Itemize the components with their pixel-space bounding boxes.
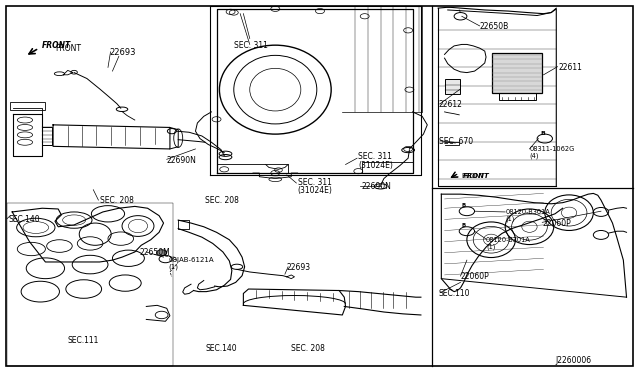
Text: (31024E): (31024E): [358, 161, 393, 170]
Text: SEC.140: SEC.140: [8, 215, 40, 224]
Text: SEC. 311: SEC. 311: [358, 152, 392, 161]
Text: SEC. 311: SEC. 311: [298, 178, 332, 187]
Text: FRONT: FRONT: [462, 173, 485, 179]
Text: 22060P: 22060P: [461, 272, 489, 281]
Text: 08311-1062G: 08311-1062G: [529, 146, 575, 152]
Text: B: B: [540, 131, 545, 136]
Text: SEC. 208: SEC. 208: [100, 196, 134, 205]
Text: SEC.111: SEC.111: [68, 336, 99, 346]
Text: B: B: [462, 203, 466, 208]
Text: (1): (1): [486, 243, 495, 250]
Text: 08120-B301A: 08120-B301A: [486, 237, 531, 243]
Text: SEC. 670: SEC. 670: [439, 137, 473, 146]
Text: FRONT: FRONT: [463, 173, 490, 179]
Text: 22650B: 22650B: [479, 22, 509, 31]
Text: 08IAB-6121A: 08IAB-6121A: [168, 257, 214, 263]
Text: 08120-B301A: 08120-B301A: [505, 209, 550, 215]
Text: 22612: 22612: [439, 100, 463, 109]
Text: FRONT: FRONT: [42, 41, 72, 51]
Text: SEC.110: SEC.110: [439, 289, 470, 298]
Bar: [10, 102, 45, 110]
Text: SEC. 208: SEC. 208: [291, 344, 325, 353]
Text: SEC.140: SEC.140: [205, 344, 237, 353]
Text: SEC. 311: SEC. 311: [234, 41, 268, 50]
Text: 22690N: 22690N: [167, 155, 196, 164]
Bar: [499, 93, 536, 100]
Text: SEC. 208: SEC. 208: [205, 196, 239, 205]
Text: 22690N: 22690N: [362, 182, 392, 191]
Text: 22611: 22611: [558, 63, 582, 72]
Text: (1): (1): [168, 263, 178, 270]
Text: J2260006: J2260006: [555, 356, 591, 365]
Text: 22060P: 22060P: [542, 219, 571, 228]
Text: 22693: 22693: [287, 263, 311, 272]
Bar: [445, 79, 461, 94]
Text: (31024E): (31024E): [298, 186, 333, 195]
Ellipse shape: [157, 250, 167, 256]
Bar: [492, 52, 542, 93]
Text: (1): (1): [505, 215, 515, 222]
Text: 22693: 22693: [109, 48, 136, 57]
Text: FRONT: FRONT: [55, 44, 81, 53]
Text: B: B: [462, 223, 466, 228]
Text: (4): (4): [529, 153, 539, 159]
Text: 22650M: 22650M: [140, 248, 171, 257]
